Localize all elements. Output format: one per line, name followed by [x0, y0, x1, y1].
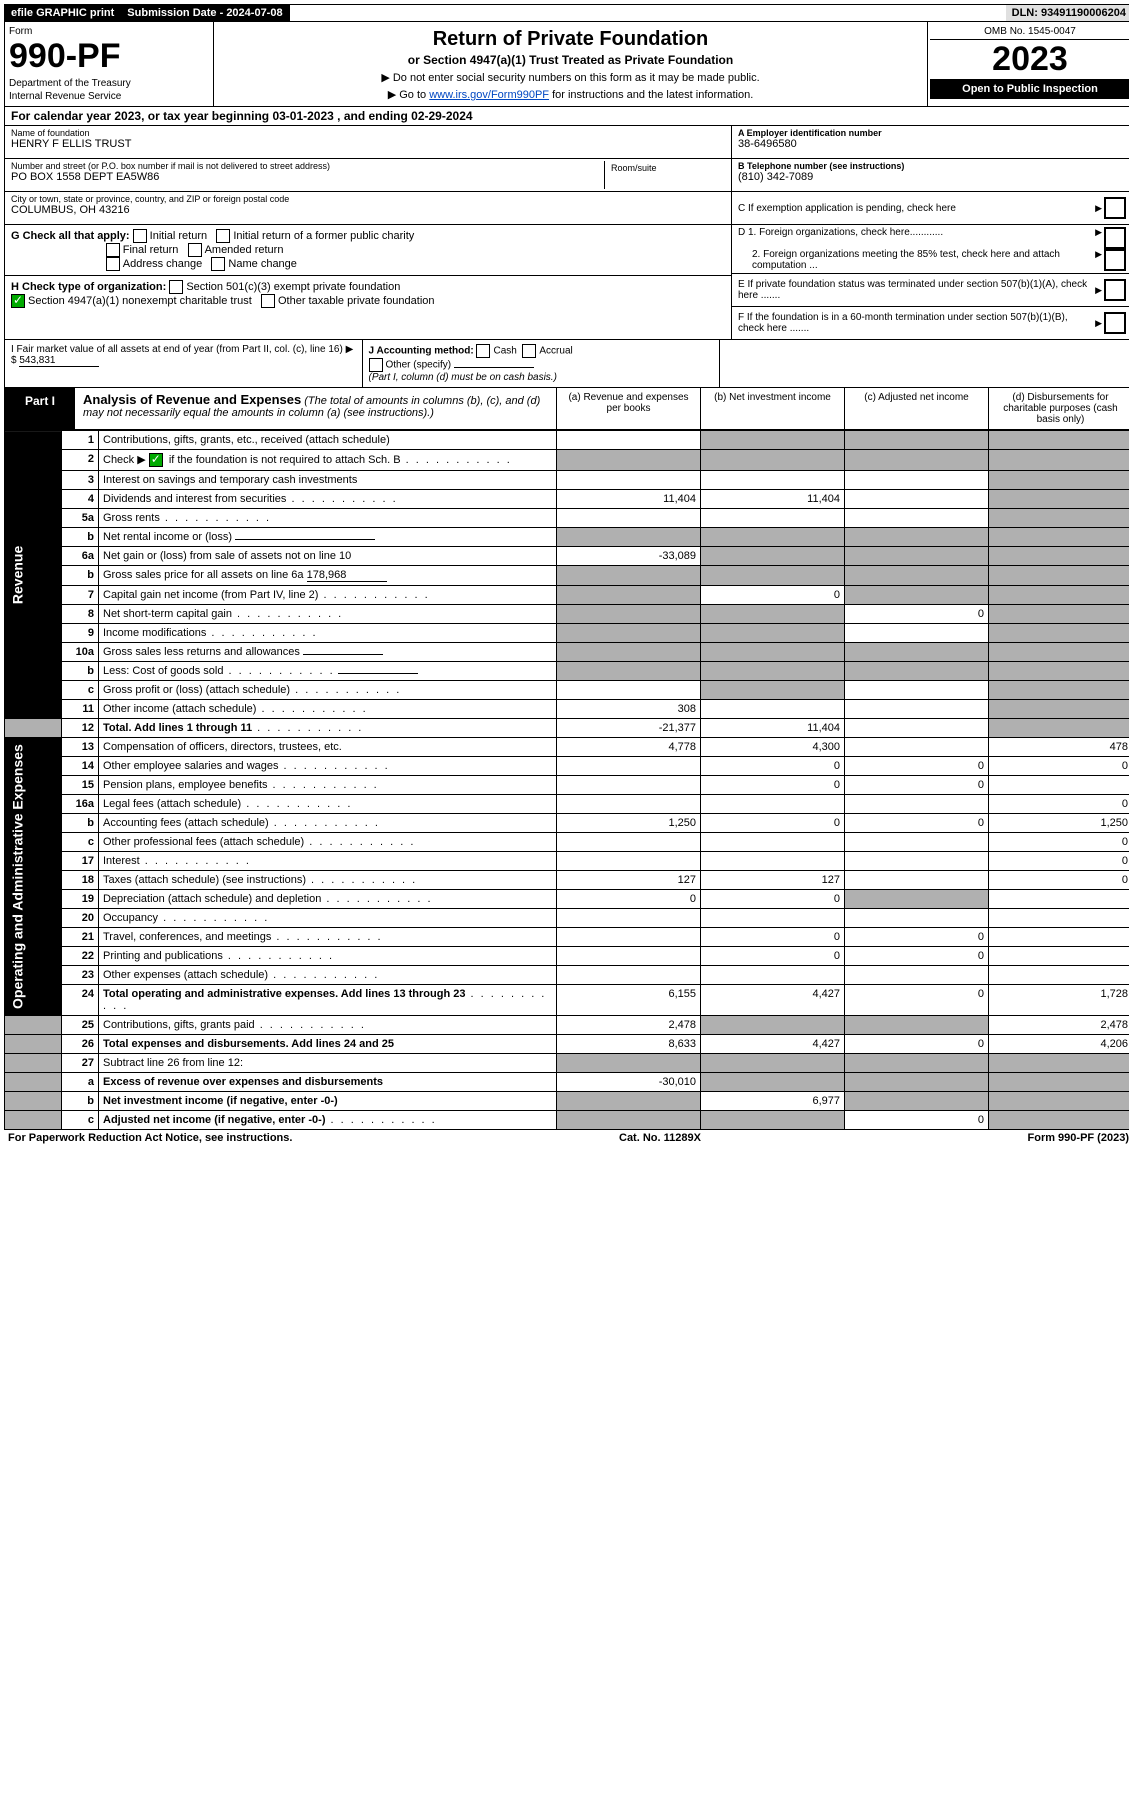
i-j-row: I Fair market value of all assets at end… [4, 340, 1129, 388]
name-label: Name of foundation [11, 128, 725, 138]
footer-mid: Cat. No. 11289X [619, 1132, 701, 1144]
checkbox-accrual[interactable] [522, 344, 536, 358]
checkbox-initial-return[interactable] [133, 229, 147, 243]
f-label: F If the foundation is in a 60-month ter… [738, 312, 1093, 334]
irs-link[interactable]: www.irs.gov/Form990PF [429, 89, 549, 101]
j-note: (Part I, column (d) must be on cash basi… [369, 372, 557, 383]
checkbox-d1[interactable] [1104, 227, 1126, 249]
h-check-row: H Check type of organization: Section 50… [5, 276, 731, 312]
g-check-row: G Check all that apply: Initial return I… [5, 225, 731, 276]
form-title: Return of Private Foundation [222, 28, 919, 51]
foundation-info: Name of foundation HENRY F ELLIS TRUST N… [4, 126, 1129, 340]
foundation-city: COLUMBUS, OH 43216 [11, 204, 725, 216]
col-d-header: (d) Disbursements for charitable purpose… [988, 388, 1129, 429]
instr-link-row: ▶ Go to www.irs.gov/Form990PF for instru… [222, 88, 919, 101]
part1-table: Revenue 1Contributions, gifts, grants, e… [4, 430, 1129, 1130]
footer-left: For Paperwork Reduction Act Notice, see … [8, 1132, 292, 1144]
checkbox-amended[interactable] [188, 243, 202, 257]
foundation-address: PO BOX 1558 DEPT EA5W86 [11, 171, 604, 183]
dept-treasury: Department of the Treasury [9, 78, 209, 89]
tax-year: 2023 [930, 40, 1129, 79]
col-b-header: (b) Net investment income [700, 388, 844, 429]
c-label: C If exemption application is pending, c… [738, 203, 1093, 214]
city-label: City or town, state or province, country… [11, 194, 725, 204]
instr-ssn: ▶ Do not enter social security numbers o… [222, 71, 919, 84]
foundation-name: HENRY F ELLIS TRUST [11, 138, 725, 150]
phone-value: (810) 342-7089 [738, 171, 1126, 183]
checkbox-initial-former[interactable] [216, 229, 230, 243]
phone-label: B Telephone number (see instructions) [738, 161, 1126, 171]
opex-sidelabel: Operating and Administrative Expenses [5, 738, 62, 1016]
page-footer: For Paperwork Reduction Act Notice, see … [4, 1130, 1129, 1146]
h-label: H Check type of organization: [11, 281, 166, 293]
arrow-icon [1093, 285, 1104, 296]
e-label: E If private foundation status was termi… [738, 279, 1093, 301]
form-header: Form 990-PF Department of the Treasury I… [4, 22, 1129, 107]
checkbox-c[interactable] [1104, 197, 1126, 219]
j-label: J Accounting method: [369, 346, 474, 357]
col-c-header: (c) Adjusted net income [844, 388, 988, 429]
calendar-year-line: For calendar year 2023, or tax year begi… [4, 107, 1129, 126]
arrow-icon [1093, 249, 1104, 271]
arrow-icon [1093, 227, 1104, 249]
footer-right: Form 990-PF (2023) [1028, 1132, 1129, 1144]
arrow-icon [1093, 203, 1104, 214]
checkbox-other-taxable[interactable] [261, 294, 275, 308]
checkbox-e[interactable] [1104, 279, 1126, 301]
checkbox-f[interactable] [1104, 312, 1126, 334]
form-subtitle: or Section 4947(a)(1) Trust Treated as P… [222, 53, 919, 67]
i-value: 543,831 [19, 355, 99, 367]
dept-irs: Internal Revenue Service [9, 91, 209, 102]
part1-title: Analysis of Revenue and Expenses [83, 392, 301, 407]
revenue-sidelabel: Revenue [5, 431, 62, 719]
ein-value: 38-6496580 [738, 138, 1126, 150]
g-label: G Check all that apply: [11, 230, 130, 242]
submission-date: Submission Date - 2024-07-08 [121, 5, 289, 21]
form-number: 990-PF [9, 37, 209, 76]
room-label: Room/suite [605, 161, 725, 175]
checkbox-name-change[interactable] [211, 257, 225, 271]
topbar: efile GRAPHIC print Submission Date - 20… [4, 4, 1129, 22]
d1-label: D 1. Foreign organizations, check here..… [738, 227, 1093, 249]
ein-label: A Employer identification number [738, 128, 1126, 138]
instr-post: for instructions and the latest informat… [552, 89, 753, 101]
checkbox-501c3[interactable] [169, 280, 183, 294]
checkbox-d2[interactable] [1104, 249, 1126, 271]
instr-pre: ▶ Go to [388, 89, 429, 101]
efile-label[interactable]: efile GRAPHIC print [5, 5, 121, 21]
arrow-icon [1093, 318, 1104, 329]
checkbox-sch-b[interactable] [149, 453, 163, 467]
checkbox-cash[interactable] [476, 344, 490, 358]
checkbox-final-return[interactable] [106, 243, 120, 257]
col-a-header: (a) Revenue and expenses per books [556, 388, 700, 429]
checkbox-4947a1[interactable] [11, 294, 25, 308]
checkbox-other-method[interactable] [369, 358, 383, 372]
part1-label: Part I [5, 388, 75, 429]
part1-header: Part I Analysis of Revenue and Expenses … [4, 388, 1129, 430]
addr-label: Number and street (or P.O. box number if… [11, 161, 604, 171]
checkbox-address-change[interactable] [106, 257, 120, 271]
open-inspection: Open to Public Inspection [930, 79, 1129, 99]
dln: DLN: 93491190006204 [1006, 5, 1129, 21]
form-word: Form [9, 26, 209, 37]
other-specify-line [454, 367, 534, 368]
d2-label: 2. Foreign organizations meeting the 85%… [738, 249, 1093, 271]
omb-number: OMB No. 1545-0047 [930, 24, 1129, 40]
